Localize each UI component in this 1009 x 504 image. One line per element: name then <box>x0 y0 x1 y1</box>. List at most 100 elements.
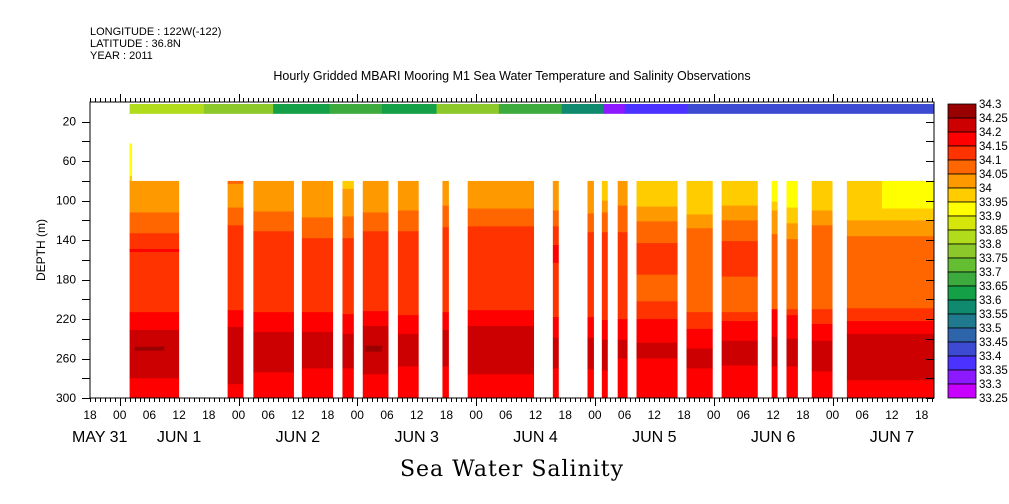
y-tick-label: 220 <box>56 312 76 326</box>
data-column-band <box>442 312 449 331</box>
data-column-band <box>786 366 798 399</box>
data-column-band <box>227 225 244 311</box>
data-column-band <box>301 368 334 399</box>
data-column-band <box>721 180 758 207</box>
data-column-band <box>721 205 758 221</box>
data-column-band <box>129 378 180 399</box>
data-column-band <box>636 180 678 208</box>
colorbar-label: 34.25 <box>979 113 1008 125</box>
data-column-band <box>811 371 833 399</box>
colorbar-swatch <box>947 173 977 189</box>
data-column-band <box>721 312 758 322</box>
colorbar-label: 34.15 <box>979 141 1008 153</box>
data-column-band <box>467 208 535 227</box>
y-axis-label: DEPTH (m) <box>34 219 48 281</box>
colorbar-label: 33.55 <box>979 309 1008 321</box>
x-tick-label: 06 <box>499 408 513 422</box>
data-column-band <box>129 233 180 313</box>
data-column-band <box>442 205 449 228</box>
data-column-band <box>253 180 294 213</box>
data-column-band <box>771 234 778 310</box>
colorbar-swatch <box>947 243 977 259</box>
data-column-band <box>771 366 778 399</box>
x-tick-label: 06 <box>856 408 870 422</box>
data-column-band <box>227 326 244 385</box>
data-column-band <box>617 232 628 320</box>
data-column-band <box>771 336 778 367</box>
data-column-band <box>253 312 294 333</box>
plot-area <box>129 103 935 399</box>
colorbar-label: 33.6 <box>979 295 1001 307</box>
data-column-band <box>636 206 678 222</box>
x-tick-label: 12 <box>529 408 543 422</box>
x-tick-label: 18 <box>677 408 691 422</box>
data-column-band <box>467 325 535 375</box>
day-label: JUN 3 <box>394 429 439 446</box>
surface-cell <box>273 103 331 114</box>
data-column-band <box>253 331 294 373</box>
data-column-band <box>442 180 449 207</box>
data-column-band <box>811 225 833 310</box>
y-tick-label: 100 <box>56 194 76 208</box>
x-tick-label: 12 <box>410 408 424 422</box>
data-column-band <box>636 301 678 320</box>
data-column-band <box>686 312 713 330</box>
data-column-band <box>636 243 678 276</box>
data-column-band <box>342 368 354 399</box>
data-column-band <box>811 180 833 212</box>
colorbar-swatch <box>947 201 977 217</box>
data-column-band <box>601 232 608 321</box>
colorbar-swatch <box>947 159 977 175</box>
data-column-band <box>552 226 559 246</box>
data-column-band <box>721 340 758 366</box>
x-tick-label: 18 <box>321 408 335 422</box>
data-column-band <box>786 180 798 209</box>
x-tick-label: 12 <box>766 408 780 422</box>
data-column-band <box>601 200 608 214</box>
day-label: JUN 1 <box>157 429 202 446</box>
x-tick-label: 00 <box>469 408 483 422</box>
colorbar-label: 33.95 <box>979 197 1008 209</box>
colorbar-label: 34.1 <box>979 155 1001 167</box>
data-column-band <box>617 358 628 399</box>
colorbar-swatch <box>947 271 977 287</box>
data-column-band <box>253 231 294 313</box>
data-column-band <box>786 315 798 340</box>
data-column-band <box>617 180 628 207</box>
day-label: JUN 2 <box>276 429 321 446</box>
colorbar-swatch <box>947 327 977 343</box>
colorbar-swatch <box>947 187 977 203</box>
data-column-band <box>587 232 594 318</box>
data-column-band <box>362 374 389 399</box>
data-column-band <box>253 211 294 232</box>
colorbar-label: 34.3 <box>979 99 1001 111</box>
x-tick-label: 06 <box>262 408 276 422</box>
colorbar-label: 33.3 <box>979 379 1001 391</box>
data-column-band <box>721 321 758 342</box>
colorbar-swatch <box>947 285 977 301</box>
colorbar-swatch <box>947 369 977 385</box>
contour-patch <box>364 345 383 352</box>
colorbar-label: 33.25 <box>979 393 1008 405</box>
contour-patch <box>129 249 180 252</box>
data-column-band <box>636 319 678 344</box>
x-tick-label: 00 <box>351 408 365 422</box>
colorbar-swatch <box>947 383 977 399</box>
data-column-band <box>301 312 334 333</box>
data-column-band <box>301 217 334 239</box>
x-tick-label: 00 <box>826 408 840 422</box>
data-column-band <box>636 274 678 302</box>
surface-cell <box>203 103 274 114</box>
data-column-band <box>786 207 798 224</box>
colorbar-label: 33.5 <box>979 323 1001 335</box>
data-column-band <box>846 321 934 335</box>
data-column-band <box>811 340 833 372</box>
surface-cell <box>382 103 438 114</box>
colorbar-label: 33.65 <box>979 281 1008 293</box>
data-column-band <box>227 310 244 328</box>
colorbar: 34.3 34.25 34.2 34.15 34.1 34.05 34 33.95 33.9 33… <box>947 99 1008 405</box>
colorbar-label: 34.05 <box>979 169 1008 181</box>
colorbar-swatch <box>947 117 977 133</box>
y-tick-label: 60 <box>63 154 77 168</box>
day-label: JUN 5 <box>632 429 677 446</box>
